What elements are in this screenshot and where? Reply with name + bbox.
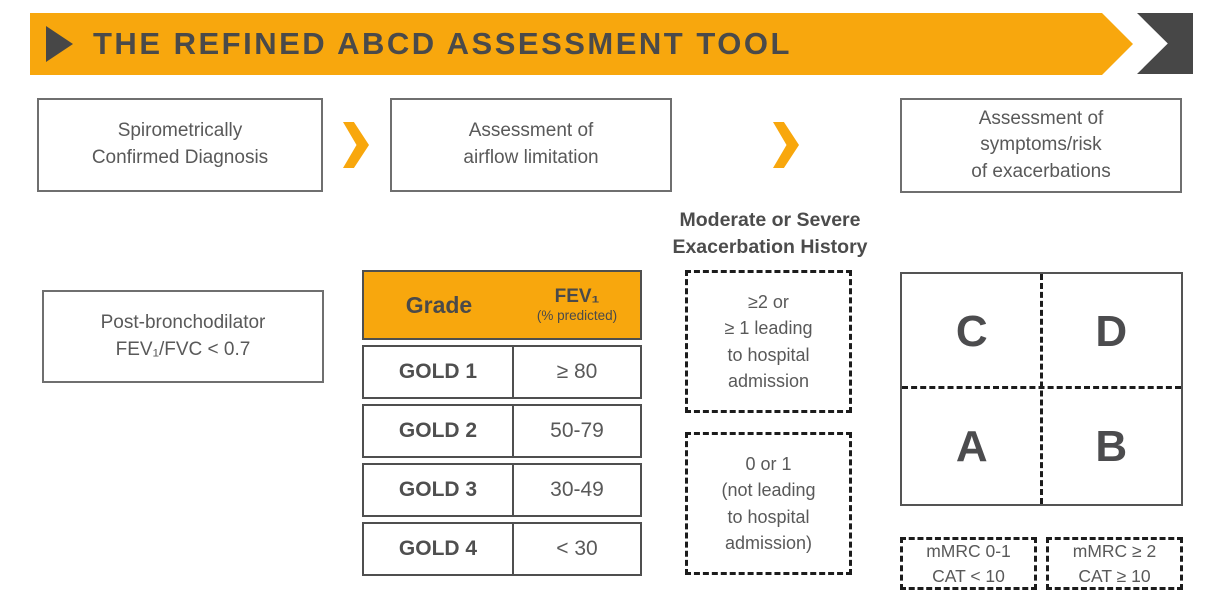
grade-cell: GOLD 2: [364, 406, 514, 456]
table-row: GOLD 2 50-79: [362, 404, 642, 458]
abcd-quadrant-grid: C D A B: [900, 272, 1183, 506]
table-row: GOLD 4 < 30: [362, 522, 642, 576]
table-row: GOLD 1 ≥ 80: [362, 345, 642, 399]
post-bronchodilator-box: Post-bronchodilator FEV₁/FVC < 0.7: [42, 290, 324, 383]
flow-step-diagnosis: Spirometrically Confirmed Diagnosis: [37, 98, 323, 192]
exacerbation-history-heading: Moderate or Severe Exacerbation History: [672, 209, 868, 259]
flow-arrow-icon: [343, 122, 369, 168]
fev-label: FEV₁: [554, 286, 600, 308]
page-title: THE REFINED ABCD ASSESSMENT TOOL: [93, 26, 792, 61]
value-cell: 30-49: [550, 478, 604, 501]
flow-arrow-icon: [773, 122, 799, 168]
play-triangle-icon: [46, 26, 73, 62]
title-banner: THE REFINED ABCD ASSESSMENT TOOL: [30, 13, 1133, 75]
table-header-row: Grade FEV₁ (% predicted): [362, 270, 642, 340]
mmrc-cat-low-box: mMRC 0-1 CAT < 10: [900, 537, 1037, 590]
mmrc-cat-high-box: mMRC ≥ 2 CAT ≥ 10: [1046, 537, 1183, 590]
value-cell: < 30: [556, 537, 598, 560]
grade-cell: GOLD 1: [364, 347, 514, 397]
flow-step-symptoms-risk: Assessment of symptoms/risk of exacerbat…: [900, 98, 1182, 193]
column-header-grade: Grade: [405, 291, 473, 318]
exacerbation-high-risk-box: ≥2 or ≥ 1 leading to hospital admission: [685, 270, 852, 413]
column-header-fev: FEV₁ (% predicted): [514, 272, 640, 338]
fev-sublabel: (% predicted): [536, 308, 618, 324]
gold-grade-table: Grade FEV₁ (% predicted) GOLD 1 ≥ 80 GOL…: [362, 270, 642, 576]
value-cell: ≥ 80: [556, 360, 598, 383]
quadrant-c: C: [955, 306, 988, 356]
table-row: GOLD 3 30-49: [362, 463, 642, 517]
quadrant-horizontal-divider: [902, 386, 1181, 389]
grade-cell: GOLD 3: [364, 465, 514, 515]
flow-step-airflow: Assessment of airflow limitation: [390, 98, 672, 192]
quadrant-d: D: [1095, 306, 1128, 356]
quadrant-a: A: [955, 421, 988, 471]
quadrant-vertical-divider: [1040, 274, 1043, 504]
value-cell: 50-79: [550, 419, 604, 442]
quadrant-b: B: [1095, 421, 1128, 471]
grade-cell: GOLD 4: [364, 524, 514, 574]
exacerbation-low-risk-box: 0 or 1 (not leading to hospital admissio…: [685, 432, 852, 575]
chevron-right-icon: [1137, 13, 1193, 74]
